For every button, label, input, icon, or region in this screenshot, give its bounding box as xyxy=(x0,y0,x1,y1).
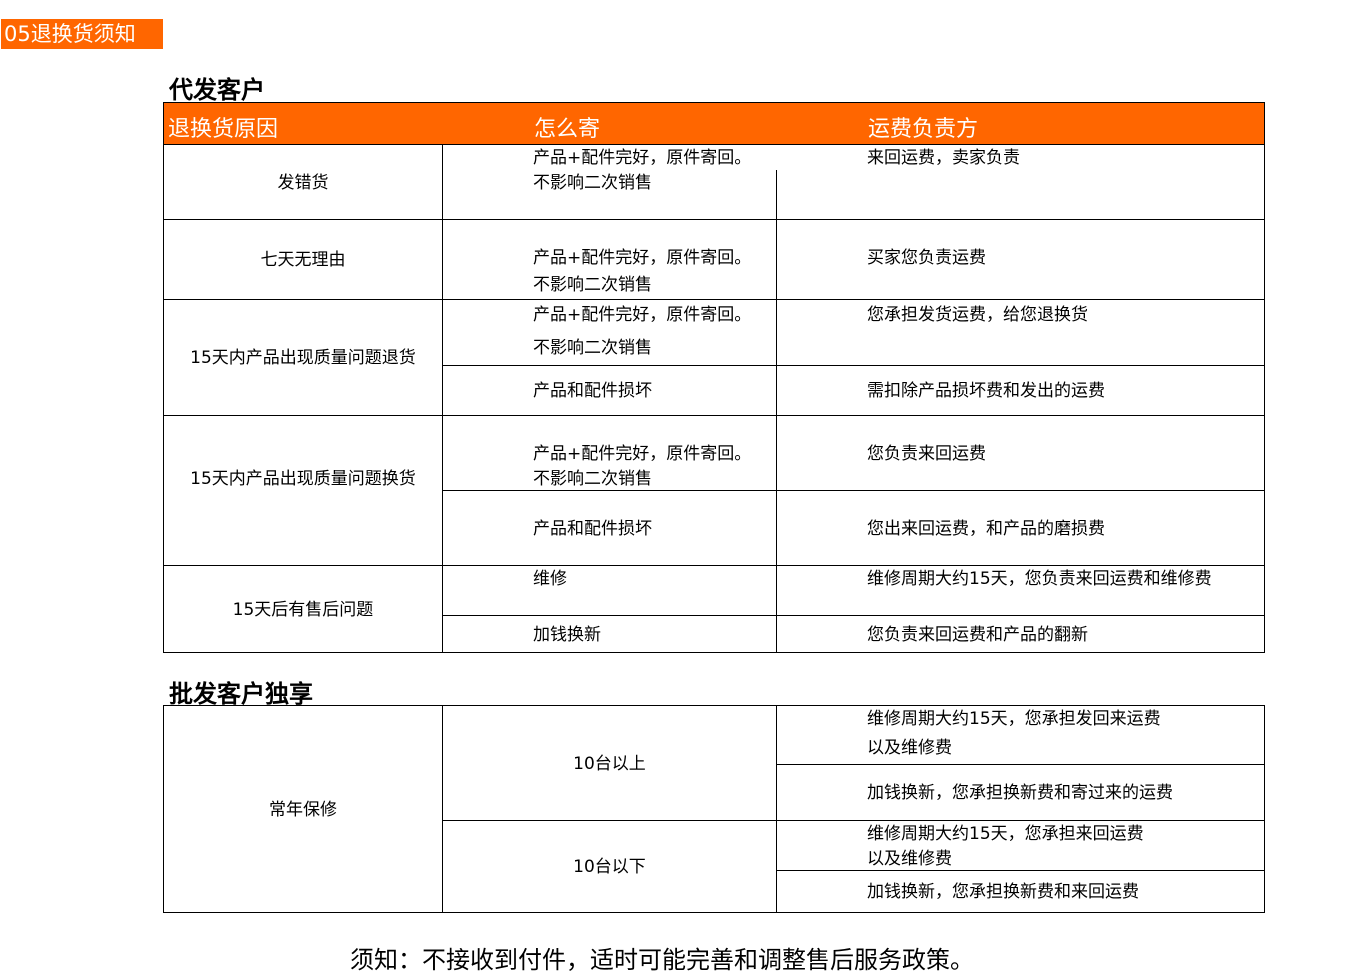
fee-cell: 加钱换新，您承担换新费和寄过来的运费 xyxy=(867,783,1173,803)
how-cell: 加钱换新 xyxy=(533,625,601,645)
fee-cell: 维修周期大约15天，您承担发回来运费 xyxy=(867,709,1161,729)
reason-cell: 15天后有售后问题 xyxy=(232,600,374,620)
fee-cell: 您承担发货运费，给您退换货 xyxy=(867,305,1088,325)
fee-cell: 您负责来回运费 xyxy=(867,444,986,464)
row-divider xyxy=(163,299,1265,300)
row-divider xyxy=(163,415,1265,416)
fee-cell: 您出来回运费，和产品的磨损费 xyxy=(867,519,1105,539)
reason-cell: 七天无理由 xyxy=(260,250,346,270)
reason-cell: 15天内产品出现质量问题换货 xyxy=(190,469,416,489)
table-header: 退换货原因 怎么寄 运费负责方 xyxy=(163,102,1265,145)
fee-cell: 加钱换新，您承担换新费和来回运费 xyxy=(867,882,1139,902)
how-cell: 产品+配件完好，原件寄回。 xyxy=(533,305,752,325)
how-cell: 不影响二次销售 xyxy=(533,469,652,489)
header-fee: 运费负责方 xyxy=(868,117,979,142)
how-cell: 产品和配件损坏 xyxy=(533,381,652,401)
section2-title: 批发客户独享 xyxy=(169,680,313,708)
reason-cell: 15天内产品出现质量问题退货 xyxy=(190,348,416,368)
sub-divider xyxy=(776,764,1265,765)
table-border xyxy=(163,144,1265,653)
header-reason: 退换货原因 xyxy=(168,117,279,142)
qty-cell: 10台以上 xyxy=(573,754,646,774)
sub-divider xyxy=(442,365,1265,366)
how-cell: 产品+配件完好，原件寄回。 xyxy=(533,248,752,268)
fee-cell: 需扣除产品损坏费和发出的运费 xyxy=(867,381,1105,401)
how-cell: 不影响二次销售 xyxy=(533,275,652,295)
sub-divider xyxy=(442,615,1265,616)
fee-cell: 维修周期大约15天，您负责来回运费和维修费 xyxy=(867,569,1212,589)
header-how: 怎么寄 xyxy=(534,117,601,142)
how-cell: 不影响二次销售 xyxy=(533,173,652,193)
fee-cell: 您负责来回运费和产品的翻新 xyxy=(867,625,1088,645)
how-cell: 产品+配件完好，原件寄回。 xyxy=(533,444,752,464)
fee-cell: 以及维修费 xyxy=(867,738,952,758)
how-cell: 产品+配件完好，原件寄回。 xyxy=(533,148,752,168)
section1-title: 代发客户 xyxy=(169,76,265,104)
how-cell: 不影响二次销售 xyxy=(533,338,652,358)
sub-divider xyxy=(442,490,1265,491)
fee-cell: 维修周期大约15天，您承担来回运费 xyxy=(867,824,1144,844)
how-cell: 维修 xyxy=(533,569,567,589)
reason-cell: 发错货 xyxy=(277,173,329,193)
fee-cell: 来回运费，卖家负责 xyxy=(867,148,1020,168)
col-borders xyxy=(442,705,777,913)
fee-cell: 买家您负责运费 xyxy=(867,248,986,268)
fee-cell: 以及维修费 xyxy=(867,849,952,869)
col-divider xyxy=(776,170,777,653)
footer-note: 须知：不接收到付件，适时可能完善和调整售后服务政策。 xyxy=(350,946,974,974)
how-cell: 产品和配件损坏 xyxy=(533,519,652,539)
qty-cell: 10台以下 xyxy=(573,857,646,877)
row-divider xyxy=(163,219,1265,220)
sub-divider xyxy=(776,870,1265,871)
reason-cell: 常年保修 xyxy=(269,800,337,820)
row-divider xyxy=(442,820,1265,821)
row-divider xyxy=(163,565,1265,566)
section-tag: 05退换货须知 xyxy=(1,19,163,49)
